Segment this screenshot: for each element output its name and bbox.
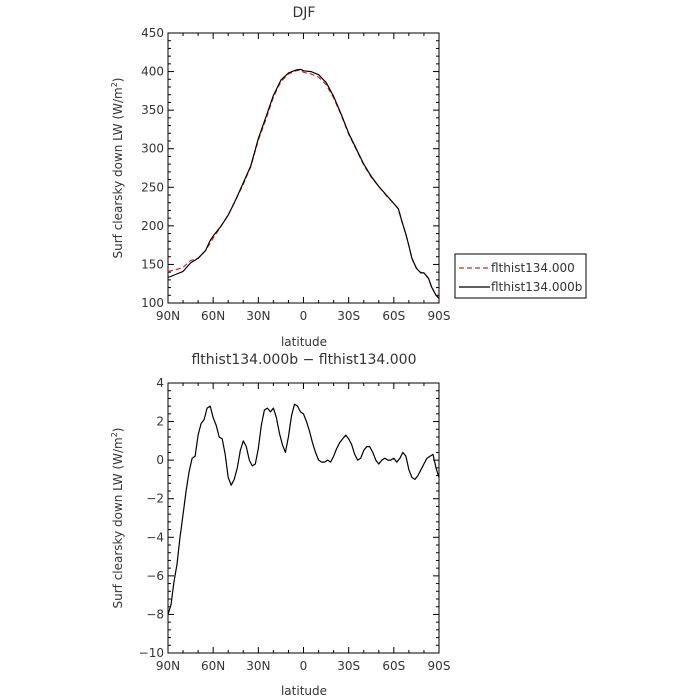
top-y-tick-label: 450 — [141, 26, 164, 40]
top-y-axis-label-main: Surf clearsky down LW (W/m — [111, 87, 125, 258]
bottom-plot-frame — [167, 382, 440, 654]
legend-label-1: flthist134.000b — [491, 280, 582, 294]
bottom-chart-title: flthist134.000b − flthist134.000 — [191, 352, 416, 368]
bottom-y-tick-label: 0 — [156, 453, 164, 467]
bottom-x-tick-label: 30N — [246, 659, 270, 673]
top-y-tick-label: 200 — [141, 219, 164, 233]
bottom-x-tick-label: 60S — [382, 659, 405, 673]
top-series-line-1 — [167, 68, 440, 299]
bottom-x-ticks: 90N 60N 30N 0 30S 60S 90S — [156, 383, 451, 673]
top-x-tick-label: 0 — [300, 309, 308, 323]
top-x-tick-label: 90S — [428, 309, 451, 323]
bottom-series-lines — [167, 403, 440, 615]
bottom-x-tick-label: 60N — [201, 659, 225, 673]
bottom-y-axis-label-close: ) — [111, 427, 125, 432]
bottom-y-tick-label: −4 — [146, 530, 164, 544]
bottom-y-tick-label: 4 — [156, 376, 164, 390]
bottom-series-line-0 — [167, 403, 440, 615]
bottom-chart: flthist134.000b − flthist134.000 90N 60N 3… — [110, 352, 450, 698]
bottom-y-axis-label-sup: 2 — [110, 432, 119, 437]
top-y-axis-label: Surf clearsky down LW (W/m2) — [110, 77, 125, 258]
top-y-tick-label: 250 — [141, 180, 164, 194]
top-x-tick-label: 90N — [156, 309, 180, 323]
top-x-tick-label: 60N — [201, 309, 225, 323]
top-series-lines — [167, 68, 440, 299]
top-y-tick-label: 300 — [141, 142, 164, 156]
top-plot-frame — [167, 32, 440, 304]
top-y-tick-label: 350 — [141, 103, 164, 117]
top-y-tick-label: 100 — [141, 296, 164, 310]
bottom-y-tick-label: −6 — [146, 569, 164, 583]
bottom-x-tick-label: 90N — [156, 659, 180, 673]
bottom-y-ticks: −10 −8 −6 −4 −2 0 2 4 — [139, 376, 439, 660]
bottom-x-tick-label: 90S — [428, 659, 451, 673]
top-x-tick-label: 30S — [337, 309, 360, 323]
bottom-y-tick-label: −8 — [146, 607, 164, 621]
bottom-y-axis-label: Surf clearsky down LW (W/m2) — [110, 427, 125, 608]
top-y-ticks: 100 150 200 250 300 350 400 450 — [141, 26, 439, 310]
legend-box — [454, 253, 587, 299]
top-chart-title: DJF — [293, 5, 316, 21]
bottom-y-axis-label-main: Surf clearsky down LW (W/m — [111, 437, 125, 608]
top-series-line-0 — [167, 69, 440, 299]
bottom-x-tick-label: 0 — [300, 659, 308, 673]
top-y-tick-label: 150 — [141, 257, 164, 271]
top-x-tick-label: 30N — [246, 309, 270, 323]
top-chart: DJF 90N 60N 30N 0 30S 60S 90S 100 150 200 250 300 3… — [110, 5, 450, 349]
bottom-y-tick-label: −2 — [146, 492, 164, 506]
bottom-x-axis-label: latitude — [281, 684, 327, 698]
top-x-axis-label: latitude — [281, 335, 327, 349]
top-y-tick-label: 400 — [141, 65, 164, 79]
top-x-tick-label: 60S — [382, 309, 405, 323]
legend-label-0: flthist134.000 — [491, 261, 575, 275]
top-x-ticks: 90N 60N 30N 0 30S 60S 90S — [156, 33, 451, 323]
legend: flthist134.000 flthist134.000b — [454, 253, 587, 299]
top-y-axis-label-sup: 2 — [110, 82, 119, 87]
bottom-y-tick-label: 2 — [156, 415, 164, 429]
bottom-y-tick-label: −10 — [139, 646, 164, 660]
top-y-axis-label-close: ) — [111, 77, 125, 82]
bottom-x-tick-label: 30S — [337, 659, 360, 673]
